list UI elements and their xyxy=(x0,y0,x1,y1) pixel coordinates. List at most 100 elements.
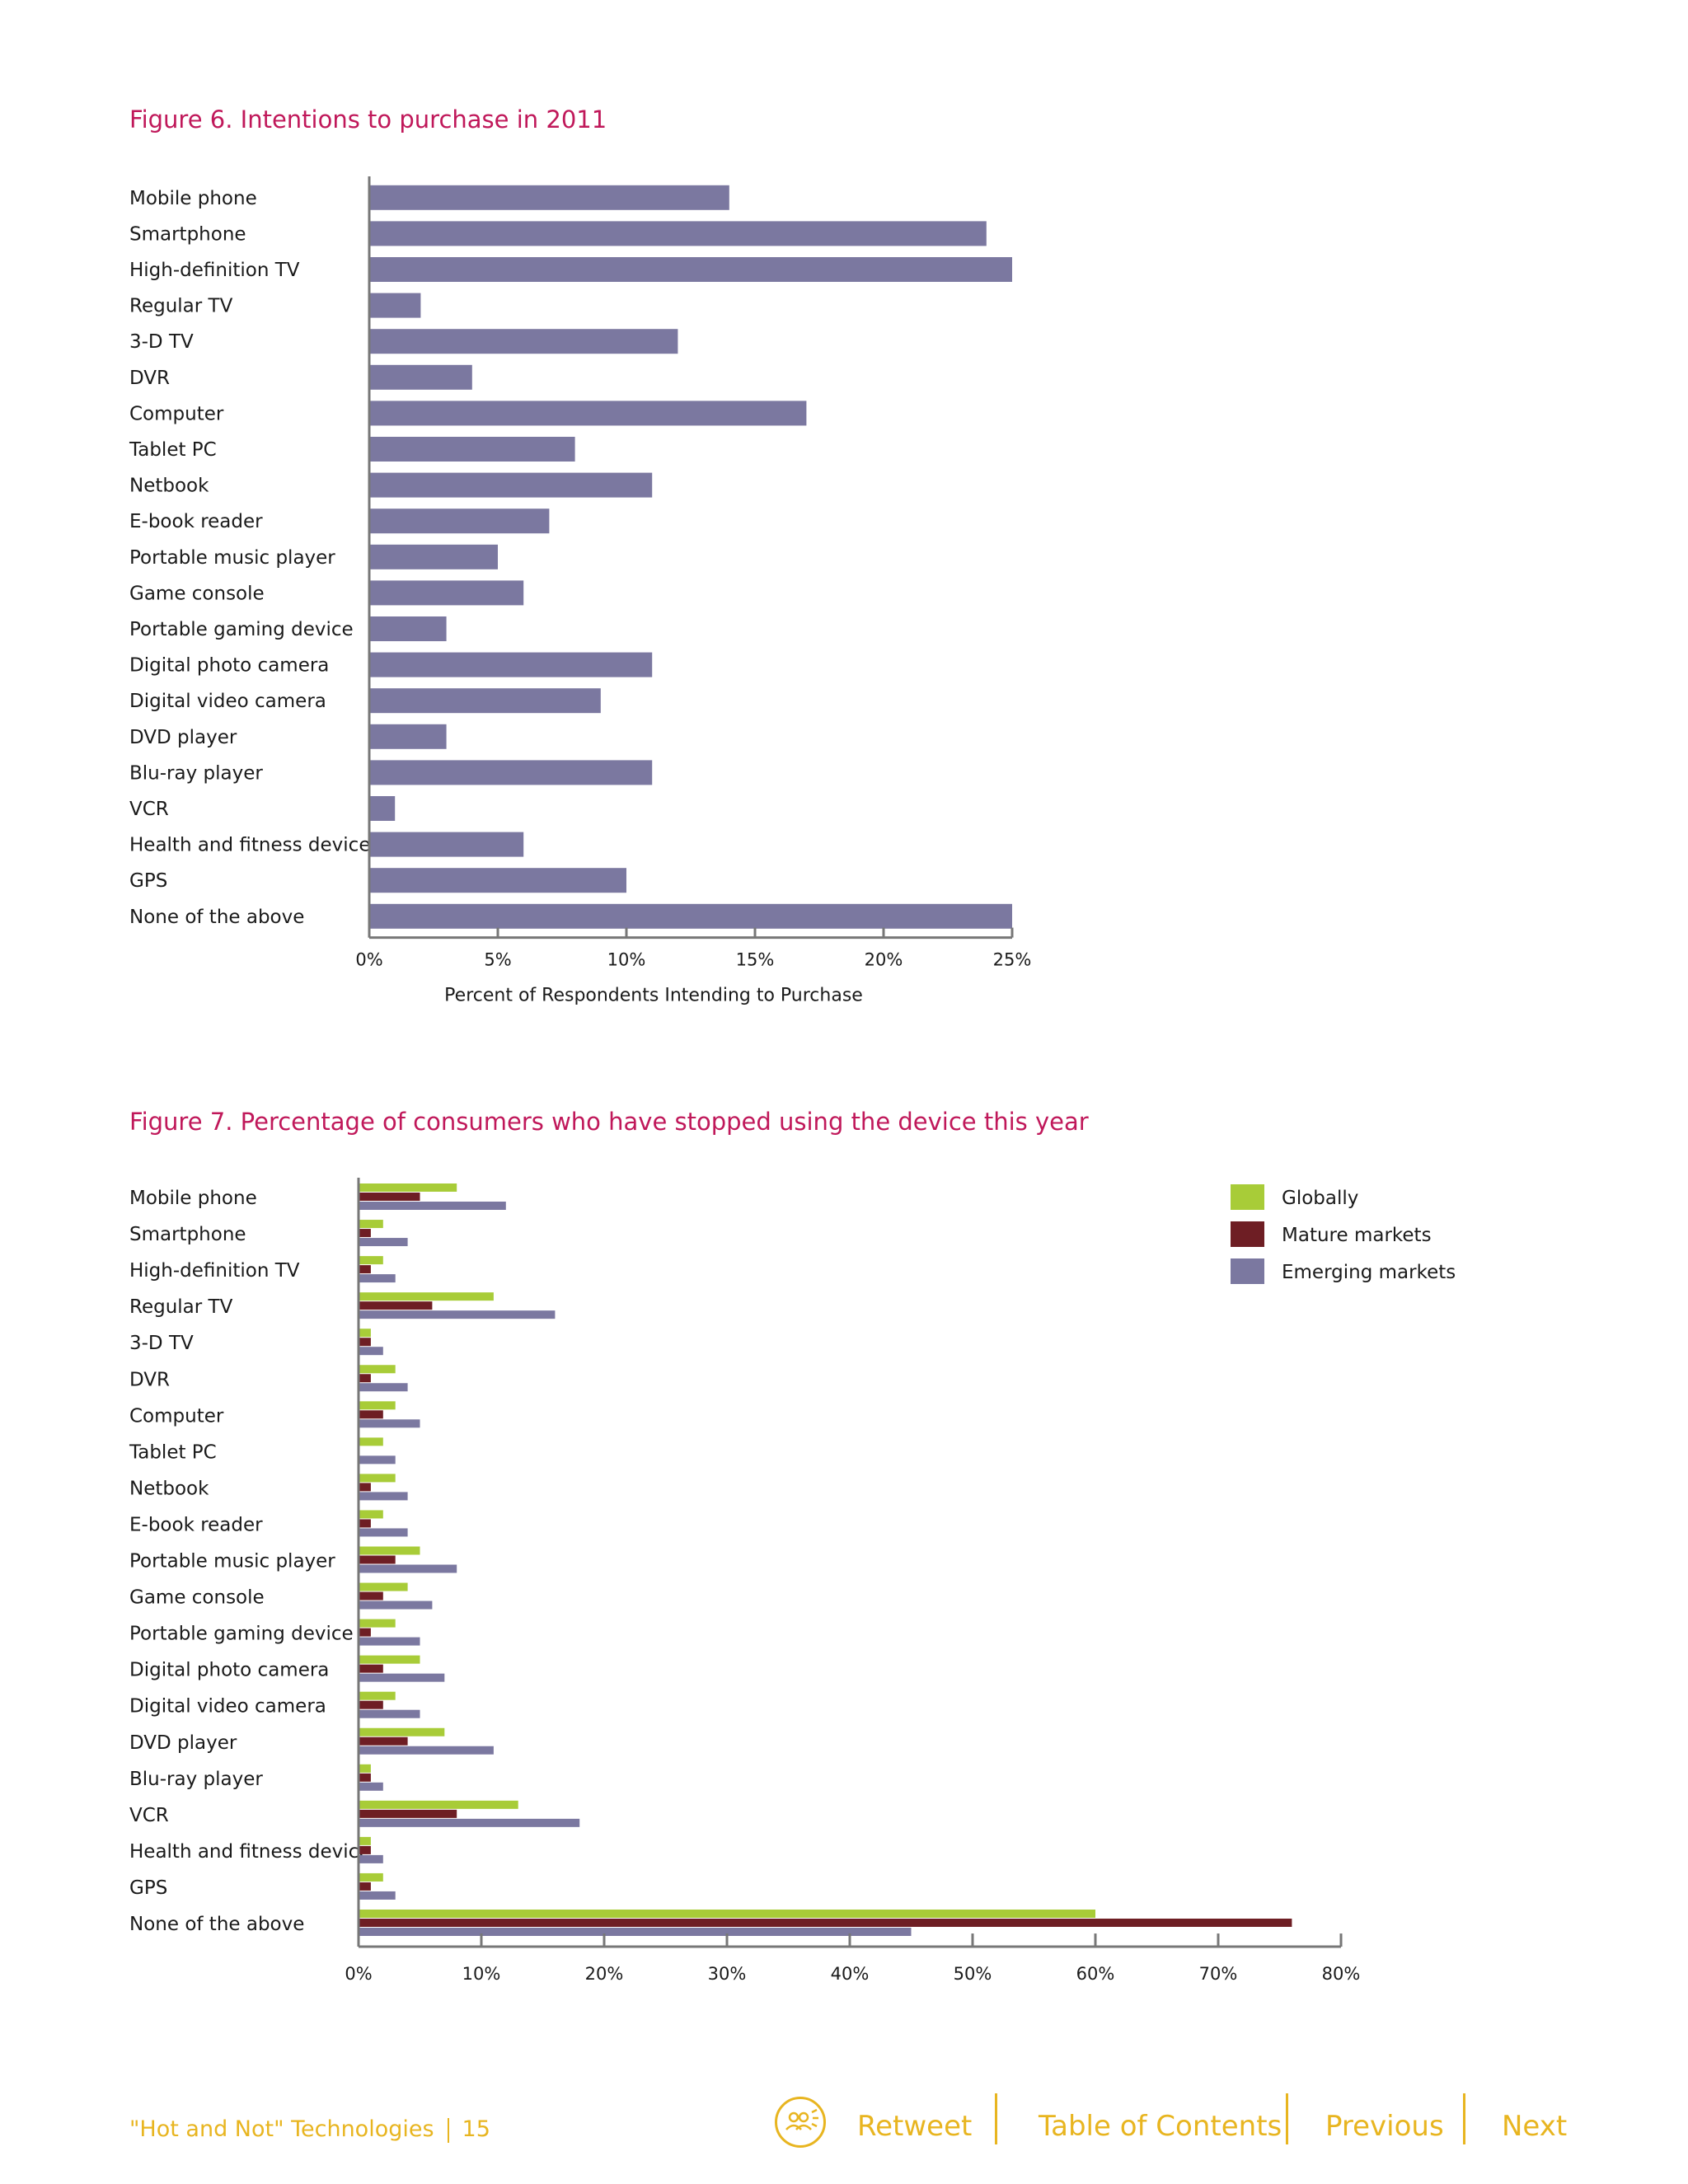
figure7-chart: Mobile phone Smartphone High-definition TV… xyxy=(129,1178,1456,1984)
bar xyxy=(359,1836,371,1845)
bar xyxy=(359,1401,396,1410)
bar xyxy=(369,903,1012,929)
bar xyxy=(359,1229,371,1238)
category-label: Portable music player xyxy=(129,1551,335,1572)
x-tick-label: 30% xyxy=(708,1964,747,1984)
bar xyxy=(359,1256,383,1265)
legend-label: Mature markets xyxy=(1282,1225,1432,1246)
bar xyxy=(369,688,601,714)
bar xyxy=(359,1202,506,1210)
bar xyxy=(359,1882,371,1891)
nav-divider xyxy=(1463,2093,1465,2144)
bar xyxy=(359,1782,383,1791)
category-label: Computer xyxy=(129,403,224,424)
x-tick-label: 50% xyxy=(954,1964,992,1984)
category-label: Netbook xyxy=(129,476,209,497)
bar xyxy=(359,1709,420,1718)
bar xyxy=(359,1555,396,1564)
bar xyxy=(359,1455,396,1465)
category-label: Computer xyxy=(129,1405,224,1427)
footer: "Hot and Not" Technologies 15 Retweet Tab… xyxy=(0,2093,1688,2159)
bar xyxy=(359,1628,371,1637)
bar xyxy=(359,1637,420,1646)
bar xyxy=(359,1910,1095,1918)
x-tick-label: 25% xyxy=(993,950,1032,970)
bar xyxy=(359,1220,383,1229)
category-label: None of the above xyxy=(129,907,304,928)
bar xyxy=(359,1374,371,1383)
bar xyxy=(369,580,524,606)
bar xyxy=(369,724,447,749)
category-label: VCR xyxy=(129,1805,169,1826)
bar xyxy=(359,1492,408,1501)
retweet-people-icon[interactable] xyxy=(775,2097,826,2148)
legend-label: Emerging markets xyxy=(1282,1262,1456,1283)
footer-divider xyxy=(447,2117,449,2143)
bar xyxy=(359,1845,371,1854)
nav-divider xyxy=(995,2093,997,2144)
bar xyxy=(369,652,653,677)
legend-swatch xyxy=(1231,1221,1264,1247)
category-label: Health and fitness device xyxy=(129,1841,370,1863)
figure7-title: Figure 7. Percentage of consumers who ha… xyxy=(129,1108,1089,1136)
bar xyxy=(359,1809,457,1818)
retweet-link[interactable]: Retweet xyxy=(857,2110,973,2143)
category-label: Regular TV xyxy=(129,1296,233,1318)
bar xyxy=(359,1419,420,1428)
category-label: Digital video camera xyxy=(129,691,326,712)
category-label: Mobile phone xyxy=(129,188,257,209)
x-tick-label: 70% xyxy=(1199,1964,1238,1984)
x-tick-label: 5% xyxy=(484,950,511,970)
bar xyxy=(359,1764,371,1773)
category-label: None of the above xyxy=(129,1914,304,1935)
bar xyxy=(359,1365,396,1374)
figure6-title: Figure 6. Intentions to purchase in 2011 xyxy=(129,105,607,134)
category-label: GPS xyxy=(129,1877,167,1899)
bar xyxy=(359,1818,580,1827)
bar xyxy=(369,401,807,426)
category-label: 3-D TV xyxy=(129,1333,194,1354)
next-link[interactable]: Next xyxy=(1502,2110,1568,2143)
x-tick-label: 0% xyxy=(345,1964,372,1984)
bar xyxy=(359,1183,457,1192)
bar xyxy=(359,1238,408,1247)
bar xyxy=(369,832,524,857)
legend-swatch xyxy=(1231,1184,1264,1210)
category-label: Tablet PC xyxy=(129,439,217,461)
category-label: E-book reader xyxy=(129,511,263,532)
table-of-contents-link[interactable]: Table of Contents xyxy=(1039,2110,1282,2143)
x-tick-label: 80% xyxy=(1322,1964,1361,1984)
category-label: Blu-ray player xyxy=(129,762,263,784)
bar xyxy=(359,1338,371,1347)
previous-link[interactable]: Previous xyxy=(1325,2110,1444,2143)
category-label: Blu-ray player xyxy=(129,1769,263,1790)
x-tick-label: 20% xyxy=(585,1964,624,1984)
category-label: DVR xyxy=(129,368,170,389)
category-label: DVR xyxy=(129,1369,170,1390)
footer-document-info: "Hot and Not" Technologies 15 xyxy=(129,2116,490,2143)
bar xyxy=(369,616,447,641)
x-tick-label: 10% xyxy=(462,1964,501,1984)
legend-swatch xyxy=(1231,1258,1264,1284)
category-label: Game console xyxy=(129,1587,265,1609)
bar xyxy=(359,1619,396,1628)
bar xyxy=(359,1691,396,1700)
category-label: Digital photo camera xyxy=(129,1660,329,1681)
bar xyxy=(369,437,575,462)
category-label: VCR xyxy=(129,799,169,820)
x-tick-label: 60% xyxy=(1076,1964,1115,1984)
bar xyxy=(369,509,550,534)
bar xyxy=(369,868,626,893)
category-label: Portable music player xyxy=(129,547,335,569)
bar xyxy=(359,1736,408,1746)
category-label: Tablet PC xyxy=(129,1441,217,1463)
x-axis-title: Percent of Respondents Intending to Purc… xyxy=(444,986,863,1006)
category-label: Netbook xyxy=(129,1478,209,1499)
category-label: Mobile phone xyxy=(129,1188,257,1209)
bar xyxy=(359,1872,383,1882)
category-label: Smartphone xyxy=(129,223,246,245)
bar xyxy=(359,1773,371,1782)
bar xyxy=(359,1746,494,1755)
bar xyxy=(369,364,472,390)
document-title: "Hot and Not" Technologies xyxy=(129,2116,434,2142)
